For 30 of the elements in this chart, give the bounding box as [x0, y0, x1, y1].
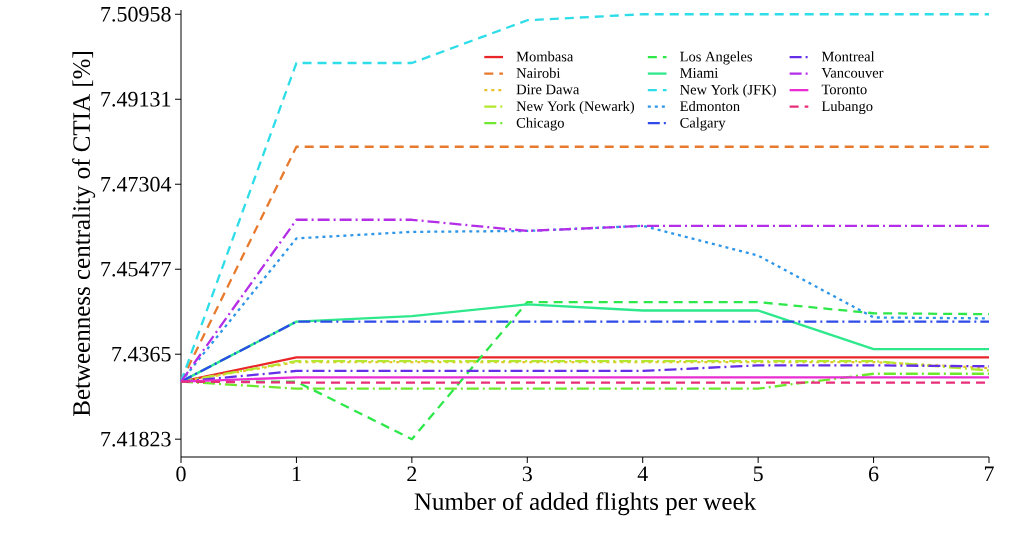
x-tick-label: 7 — [984, 466, 994, 481]
x-tick-label: 3 — [522, 466, 532, 482]
y-tick-label: 7.47304 — [101, 176, 172, 192]
x-tick-label: 2 — [407, 466, 417, 482]
y-axis-title: Betweenness centrality of CTIA [%] — [72, 52, 96, 417]
legend-label: Chicago — [516, 117, 564, 131]
x-tick-label: 1 — [292, 466, 301, 482]
x-tick-label: 4 — [637, 466, 648, 481]
x-tick-label: 5 — [753, 466, 763, 482]
x-tick-label: 6 — [869, 466, 879, 482]
y-tick-label: 7.50958 — [101, 6, 171, 22]
legend-label: Vancouver — [821, 68, 884, 78]
legend-label: Montreal — [821, 51, 875, 62]
legend-label: Edmonton — [680, 100, 740, 112]
y-tick-label: 7.49131 — [101, 91, 171, 107]
x-tick-label: 0 — [176, 466, 186, 482]
legend-label: Miami — [680, 68, 719, 78]
legend-label: Mombasa — [516, 51, 574, 62]
legend-label: Calgary — [680, 117, 726, 131]
y-tick-label: 7.4365 — [112, 346, 171, 362]
legend-label: New York (JFK) — [680, 84, 776, 98]
legend-label: Los Angeles — [680, 51, 753, 65]
x-axis-title: Number of added flights per week — [414, 492, 757, 516]
legend-label: New York (Newark) — [516, 100, 635, 115]
y-tick-label: 7.41823 — [101, 431, 171, 447]
legend-label: Dire Dawa — [516, 84, 580, 95]
legend-label: Lubango — [821, 100, 873, 115]
y-tick-label: 7.45477 — [101, 261, 171, 277]
legend-label: Nairobi — [516, 67, 561, 79]
legend-label: Toronto — [821, 84, 867, 95]
